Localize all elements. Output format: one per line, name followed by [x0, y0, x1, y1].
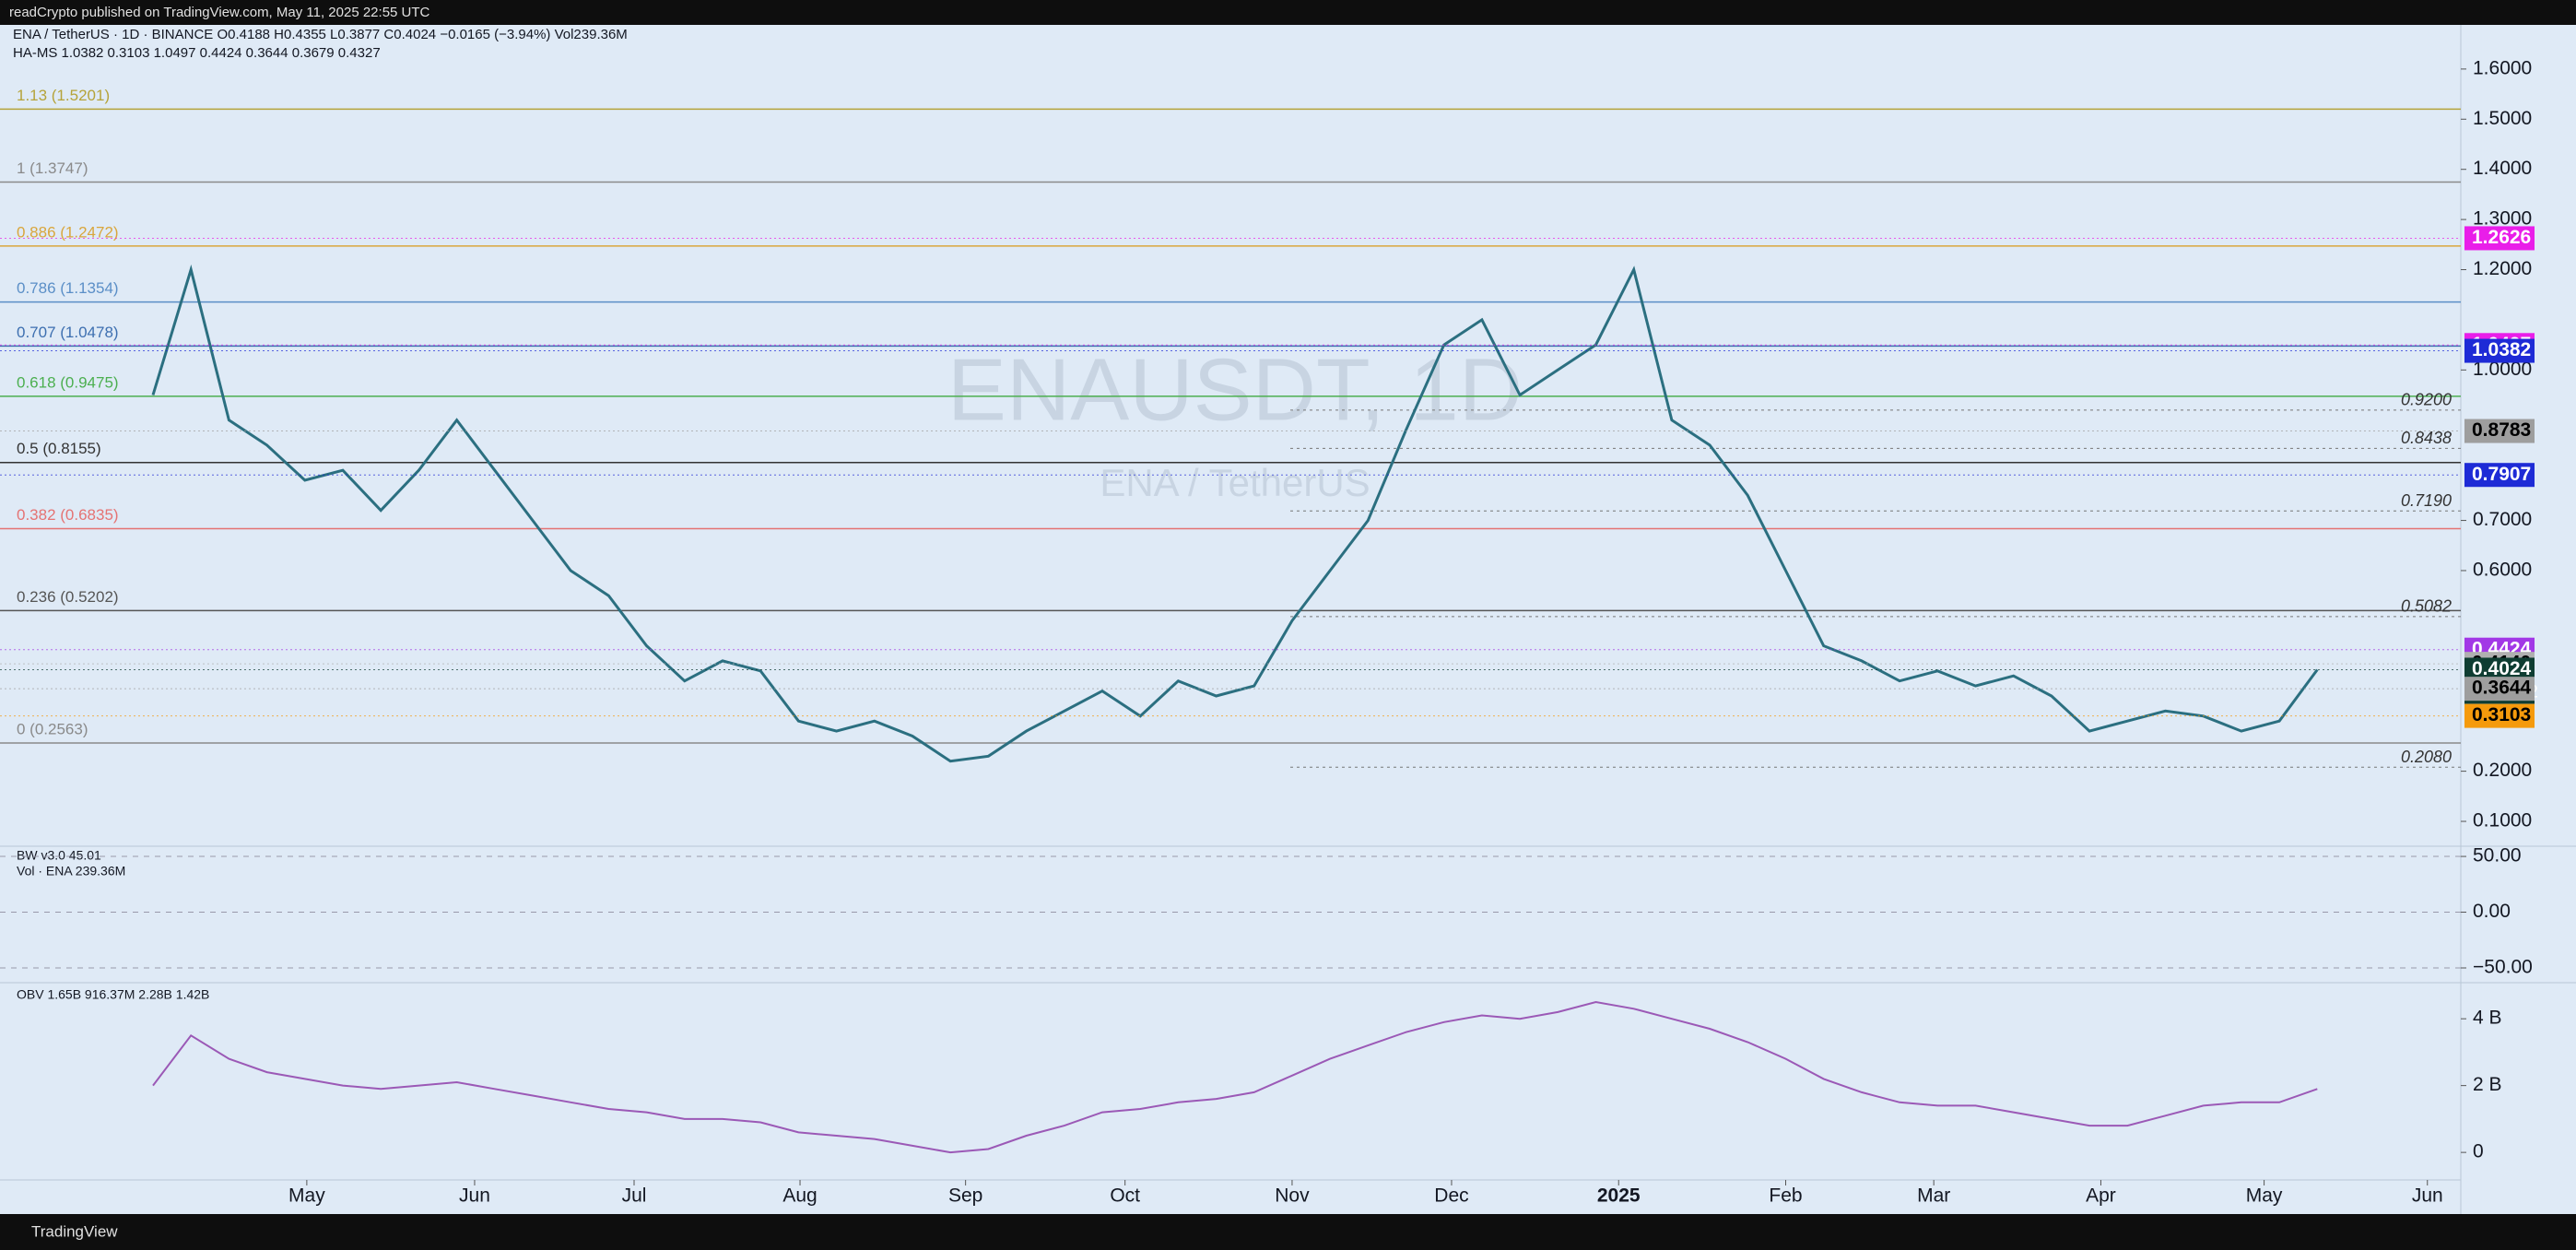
fib-label: 0.382 (0.6835) — [17, 506, 119, 524]
y-tick-label: 1.2000 — [2473, 258, 2532, 279]
price-tag-label: 0.7907 — [2472, 464, 2531, 485]
watermark-sub: ENA / TetherUS — [1100, 461, 1370, 504]
x-tick-label: Mar — [1917, 1185, 1950, 1207]
price-tag — [2464, 338, 2535, 363]
indicator-legend: HA-MS 1.0382 0.3103 1.0497 0.4424 0.3644… — [13, 45, 381, 61]
charts: May Jun Jul Aug Sep Oct Nov Dec 2025 Feb Mar Apr May… — [0, 57, 2538, 1207]
footer: TradingView — [31, 1222, 118, 1240]
x-tick-label: May — [288, 1185, 325, 1207]
price-tag-label: 0.3103 — [2472, 704, 2531, 725]
y-tick-label: 1.6000 — [2473, 57, 2532, 78]
fib-label: 0.886 (1.2472) — [17, 223, 119, 241]
y-tick-label: 1.3000 — [2473, 208, 2532, 230]
fib-label: 1.13 (1.5201) — [17, 87, 110, 104]
y-tick-label: 1.0000 — [2473, 359, 2532, 380]
fib-label: 0 (0.2563) — [17, 720, 88, 737]
price-tag-label: 0.3644 — [2472, 678, 2532, 699]
obv-legend: OBV 1.65B 916.37M 2.28B 1.42B — [17, 987, 209, 1002]
fib-label: 0.618 (0.9475) — [17, 373, 119, 391]
y-tick-label: 0 — [2473, 1141, 2484, 1162]
y-tick-label: 50.00 — [2473, 845, 2522, 867]
x-tick-label: Aug — [782, 1185, 817, 1207]
level-label: 0.8438 — [2401, 429, 2452, 447]
chart-background — [0, 25, 2576, 1214]
price-tag-label: 1.0382 — [2472, 339, 2531, 360]
x-tick-label: Jun — [459, 1185, 490, 1207]
level-label: 0.5082 — [2401, 597, 2452, 616]
watermark: ENAUSDT, 1D — [947, 340, 1523, 439]
level-label: 0.7190 — [2401, 491, 2452, 510]
x-tick-label: Oct — [1110, 1185, 1140, 1207]
x-tick-label: Sep — [948, 1185, 982, 1207]
series-line — [152, 1000, 2318, 1154]
price-tag-label: 1.2626 — [2472, 227, 2531, 248]
x-tick-label: May — [2246, 1185, 2283, 1207]
price-tag — [2464, 463, 2535, 488]
y-tick-label: 4 B — [2473, 1008, 2502, 1029]
level-label: 0.9200 — [2401, 391, 2452, 409]
publisher: readCrypto published on TradingView.com,… — [9, 5, 430, 20]
x-tick-label: Jun — [2412, 1185, 2443, 1207]
y-tick-label: −50.00 — [2473, 957, 2533, 978]
series-line — [151, 264, 2319, 763]
y-tick-label: 2 B — [2473, 1074, 2502, 1095]
price-tag — [2464, 677, 2535, 702]
x-tick-label: 2025 — [1597, 1185, 1641, 1207]
level-label: 0.2080 — [2401, 748, 2452, 766]
x-tick-label: Jul — [622, 1185, 647, 1207]
price-tag-label: 0.8783 — [2472, 419, 2531, 441]
price-tag — [2464, 703, 2535, 728]
y-tick-label: 1.4000 — [2473, 158, 2532, 179]
price-tag — [2464, 226, 2535, 251]
fib-label: 0.236 (0.5202) — [17, 588, 119, 606]
bw-legend: BW v3.0 45.01 — [17, 848, 101, 863]
x-tick-label: Apr — [2086, 1185, 2116, 1207]
x-tick-label: Dec — [1434, 1185, 1468, 1207]
legend: ENA / TetherUS · 1D · BINANCE O0.4188 H0… — [13, 27, 628, 42]
y-tick-label: 0.6000 — [2473, 560, 2532, 581]
y-tick-label: 0.7000 — [2473, 509, 2532, 530]
x-tick-label: Nov — [1275, 1185, 1310, 1207]
vol-legend: Vol · ENA 239.36M — [17, 864, 125, 879]
x-tick-label: Feb — [1769, 1185, 1802, 1207]
y-tick-label: 1.5000 — [2473, 108, 2532, 129]
fib-label: 1 (1.3747) — [17, 159, 88, 177]
y-tick-label: 0.2000 — [2473, 760, 2532, 781]
fib-label: 0.5 (0.8155) — [17, 440, 101, 457]
fib-label: 0.707 (1.0478) — [17, 324, 119, 341]
y-tick-label: 0.00 — [2473, 901, 2511, 922]
fib-label: 0.786 (1.1354) — [17, 279, 119, 297]
price-tag-label: 0.4024 — [2472, 658, 2532, 679]
y-tick-label: 0.1000 — [2473, 810, 2532, 831]
price-tag — [2464, 419, 2535, 443]
